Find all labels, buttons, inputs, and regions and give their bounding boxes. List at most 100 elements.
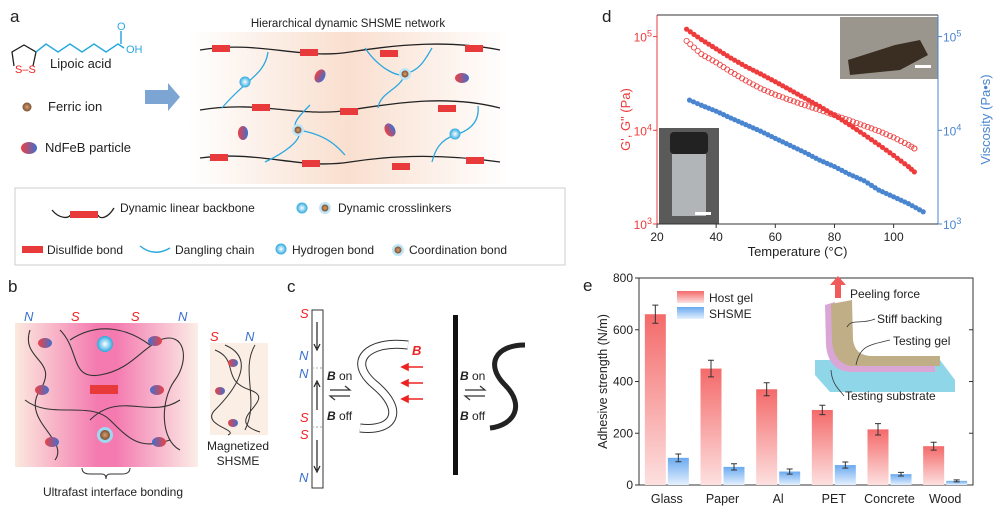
interp-point-series-2: [865, 180, 871, 186]
interp-point-series-1: [868, 125, 875, 132]
interp-point-series-1: [820, 108, 827, 115]
error-bar: [953, 479, 960, 483]
bar-shsme: [723, 466, 745, 485]
legend-dangling: Dangling chain: [175, 243, 254, 257]
x-tick-label: Paper: [706, 492, 739, 506]
interp-point-series-1: [898, 138, 905, 145]
data-point-series-0: [861, 131, 867, 138]
pole-label: S: [210, 329, 219, 344]
x-axis-title: Temperature (°C): [748, 244, 848, 259]
x-tick-label: Wood: [929, 492, 961, 506]
ferric-ion-label: Ferric ion: [48, 99, 102, 114]
legend-swatch: [677, 291, 704, 303]
y-tick-label-right: 103: [943, 216, 961, 232]
x-tick-label: Concrete: [864, 492, 915, 506]
data-point-series-1: [742, 77, 749, 84]
b-on-off-2: B on B off: [460, 369, 487, 423]
strip-pole: S: [300, 427, 309, 442]
svg-text:B off: B off: [327, 409, 353, 423]
svg-text:B off: B off: [460, 409, 486, 423]
interp-point-series-1: [768, 90, 775, 97]
bar-host-gel: [700, 368, 722, 485]
interp-point-series-1: [886, 132, 893, 139]
peeling-force-arrow-icon: [830, 276, 846, 298]
interp-point-series-1: [857, 121, 864, 128]
b-on-label: on: [336, 369, 353, 383]
error-bar: [675, 453, 682, 463]
interp-point-series-2: [872, 185, 878, 191]
data-point-series-1: [831, 112, 838, 119]
legend-disulfide: Disulfide bond: [47, 243, 123, 257]
interp-point-series-0: [887, 150, 893, 156]
interp-point-series-1: [883, 131, 890, 138]
equilibrium-arrows-icon: [328, 385, 352, 401]
y-tick-label: 600: [613, 323, 633, 337]
panel-b: b N S S N S N Ultrafast interface bondin…: [8, 277, 269, 499]
legend-hydrogen: Hydrogen bond: [292, 243, 374, 257]
interp-point-series-0: [872, 139, 878, 145]
vial-glass: [672, 154, 706, 216]
data-point-series-2: [920, 209, 926, 215]
interp-point-series-2: [694, 100, 701, 107]
data-point-series-0: [876, 142, 882, 148]
b-on-off-1: B on B off: [327, 369, 353, 423]
interp-point-series-1: [879, 129, 886, 136]
magnetized-label-1: Magnetized: [207, 439, 269, 453]
brace: [81, 467, 131, 480]
legend-swatch: [677, 307, 704, 319]
b-symbol: B: [327, 369, 336, 383]
y-tick-label-left: 105: [634, 29, 652, 45]
b-symbol: B: [460, 409, 469, 423]
interp-point-series-1: [838, 114, 845, 121]
interp-point-series-0: [695, 34, 701, 40]
interp-point-series-1: [798, 100, 805, 107]
y-tick-label-right: 105: [943, 29, 961, 45]
atom-s: S–S: [15, 64, 36, 76]
interp-point-series-2: [690, 99, 697, 105]
interp-point-series-0: [894, 155, 900, 161]
backbone-icon: [51, 207, 115, 219]
error-bar: [819, 404, 826, 416]
strip-pole: N: [299, 366, 309, 381]
y-axis-title: Adhesive strength (N/m): [596, 314, 610, 449]
scale-bar: [695, 212, 711, 215]
x-tick-label: 40: [709, 230, 723, 244]
dangling-chain-icon: [139, 245, 171, 253]
interp-point-series-1: [849, 118, 856, 125]
panel-label-e: e: [583, 276, 592, 295]
data-point-series-1: [905, 141, 912, 148]
interp-point-series-1: [761, 86, 768, 93]
error-bar: [875, 423, 881, 436]
interface-diagram: [15, 323, 198, 480]
error-bar: [731, 463, 737, 471]
legend-crosslinkers: Dynamic crosslinkers: [338, 201, 451, 215]
interp-point-series-1: [764, 88, 771, 95]
y-axis-title-left: G', G" (Pa): [618, 88, 633, 151]
interp-point-series-1: [753, 83, 760, 90]
panel-label-d: d: [602, 7, 611, 26]
b-off-label: off: [336, 409, 353, 423]
y-tick-label: 400: [613, 375, 633, 389]
data-point-series-1: [816, 106, 823, 113]
pole-label: N: [24, 309, 34, 324]
x-tick-label: 80: [828, 230, 842, 244]
data-point-series-1: [801, 102, 808, 109]
data-point-series-0: [891, 152, 897, 158]
interp-point-series-1: [794, 99, 801, 106]
interp-point-series-1: [779, 94, 786, 101]
bar-shsme: [946, 480, 968, 485]
bar-shsme: [667, 457, 689, 485]
data-point-series-0: [683, 26, 690, 32]
strip-pole: S: [300, 410, 309, 425]
interp-point-series-1: [790, 98, 797, 105]
y-tick-label-left: 104: [634, 122, 652, 138]
panel-label-c: c: [287, 277, 296, 296]
inset-backing-label: Stiff backing: [877, 312, 942, 326]
data-point-series-1: [787, 97, 794, 104]
interp-point-series-0: [879, 144, 886, 151]
interp-point-series-0: [854, 126, 860, 133]
interp-point-series-1: [901, 139, 908, 146]
data-point-series-1: [757, 85, 764, 92]
data-point-series-0: [911, 169, 917, 175]
